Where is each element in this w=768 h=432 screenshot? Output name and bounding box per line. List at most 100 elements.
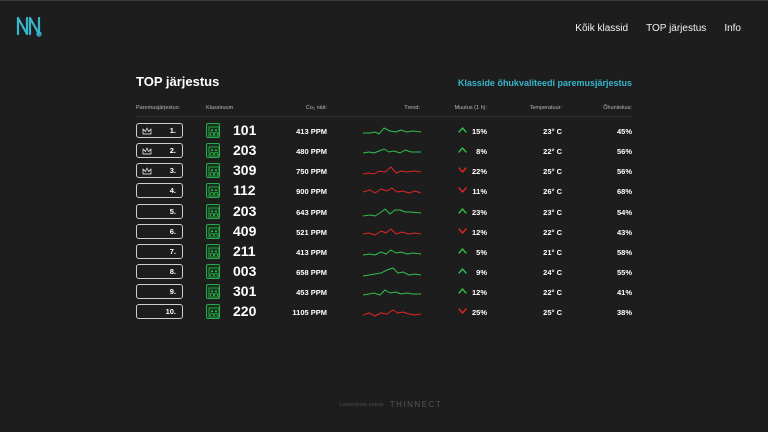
rank-badge: 2. <box>136 143 183 159</box>
trend-up-icon <box>458 147 467 153</box>
page-subtitle-link[interactable]: Klasside õhukvaliteedi paremusjärjestus <box>457 78 632 88</box>
trend-down-icon <box>458 167 467 173</box>
temperature-value: 22° C <box>543 288 562 298</box>
col-header-change: Muutus (1 h): <box>454 105 487 111</box>
crown-icon <box>142 147 152 155</box>
table-row[interactable]: 3. 309 750 PPM 22% 25° C 56% <box>136 161 632 181</box>
classroom-number: 301 <box>233 283 257 300</box>
rank-number: 9. <box>169 287 176 297</box>
rank-number: 6. <box>169 226 176 236</box>
trend-sparkline <box>363 187 421 194</box>
humidity-value: 38% <box>616 308 632 318</box>
table-row[interactable]: 7. 211 413 PPM 5% 21° C 58% <box>136 242 632 262</box>
co2-value: 643 PPM <box>296 207 327 217</box>
table-row[interactable]: 6. 409 521 PPM 12% 22° C 43% <box>136 222 632 242</box>
trend-up-icon <box>458 268 467 274</box>
temperature-value: 26° C <box>543 187 562 197</box>
classroom-icon <box>206 203 220 219</box>
trend-sparkline <box>363 309 421 317</box>
temperature-value: 25° C <box>543 308 562 318</box>
rank-badge: 8. <box>136 264 183 280</box>
rank-badge: 5. <box>136 203 183 219</box>
change-value: 5% <box>476 247 487 257</box>
table-row[interactable]: 2. 203 480 PPM 8% 22° C 56% <box>136 141 632 161</box>
nav-top-ranking[interactable]: TOP järjestus <box>646 23 707 34</box>
trend-down-icon <box>458 308 467 315</box>
col-header-co2: Co₂ näit: <box>305 105 327 111</box>
rank-badge: 6. <box>136 223 183 239</box>
trend-up-icon <box>458 207 467 214</box>
humidity-value: 68% <box>616 187 632 197</box>
humidity-value: 58% <box>616 247 632 257</box>
humidity-value: 41% <box>616 288 632 298</box>
change-value: 15% <box>471 127 487 136</box>
nav-info[interactable]: Info <box>724 23 741 34</box>
col-header-humidity: Õhuniiskus: <box>603 105 632 111</box>
table-row[interactable]: 8. 003 658 PPM 9% 24° C 55% <box>136 262 632 282</box>
rank-number: 3. <box>169 166 176 176</box>
rank-number: 4. <box>169 186 176 196</box>
temperature-value: 22° C <box>543 147 562 157</box>
rank-badge: 9. <box>136 284 183 300</box>
table-row[interactable]: 9. 301 453 PPM 12% 22° C 41% <box>136 282 632 302</box>
header-divider <box>136 116 632 117</box>
trend-up-icon <box>458 248 467 254</box>
rank-number: 5. <box>169 206 176 216</box>
temperature-value: 23° C <box>543 127 562 136</box>
change-value: 11% <box>472 187 487 197</box>
change-value: 12% <box>471 227 487 237</box>
rank-badge: 4. <box>136 183 183 199</box>
change-value: 22% <box>471 167 487 177</box>
change-value: 12% <box>471 288 487 298</box>
classroom-number: 101 <box>233 122 257 138</box>
top-nav: Kõik klassid TOP järjestus Info <box>575 23 741 34</box>
classroom-icon <box>206 123 220 138</box>
co2-value: 413 PPM <box>296 247 327 257</box>
humidity-value: 54% <box>616 207 632 217</box>
classroom-number: 409 <box>233 222 257 239</box>
trend-up-icon <box>458 127 467 133</box>
temperature-value: 21° C <box>543 247 562 257</box>
co2-value: 900 PPM <box>296 187 327 197</box>
trend-sparkline <box>363 228 421 236</box>
table-row[interactable]: 1. 101 413 PPM 15% 23° C 45% <box>136 121 632 141</box>
humidity-value: 55% <box>616 268 632 278</box>
page-title: TOP järjestus <box>136 74 220 89</box>
rank-badge: 3. <box>136 163 183 179</box>
change-value: 9% <box>476 268 487 278</box>
col-header-trend: Trend: <box>404 105 420 111</box>
trend-sparkline <box>363 127 421 135</box>
footer: Lahenduse pakub THINNECT <box>340 400 442 409</box>
classroom-number: 203 <box>233 142 257 159</box>
rank-badge: 10. <box>136 304 183 320</box>
classroom-icon <box>206 223 220 239</box>
temperature-value: 25° C <box>543 167 562 177</box>
table-row[interactable]: 4. 112 900 PPM 11% 26° C 68% <box>136 181 632 201</box>
classroom-number: 211 <box>233 242 256 259</box>
co2-value: 453 PPM <box>296 288 327 298</box>
classroom-icon <box>206 264 220 280</box>
trend-sparkline <box>363 166 421 175</box>
classroom-icon <box>206 243 220 259</box>
trend-sparkline <box>363 208 421 217</box>
temperature-value: 23° C <box>543 207 562 217</box>
trend-up-icon <box>458 288 467 294</box>
humidity-value: 45% <box>616 127 632 136</box>
table-row[interactable]: 10. 220 1105 PPM 25% 25° C 38% <box>136 302 632 322</box>
classroom-number: 203 <box>233 202 257 219</box>
nav-all-classes[interactable]: Kõik klassid <box>575 23 629 34</box>
co2-value: 413 PPM <box>296 127 327 136</box>
humidity-value: 56% <box>616 167 632 177</box>
classroom-icon <box>206 183 220 199</box>
change-value: 25% <box>471 308 487 318</box>
table-row[interactable]: 5. 203 643 PPM 23% 23° C 54% <box>136 202 632 222</box>
trend-sparkline <box>363 289 421 296</box>
footer-text: Lahenduse pakub <box>340 401 384 408</box>
col-header-rank: Paremusjärjestus: <box>136 105 181 111</box>
temperature-value: 22° C <box>543 227 562 237</box>
trend-sparkline <box>363 267 421 277</box>
classroom-icon <box>206 143 220 159</box>
app-logo-icon[interactable] <box>16 15 42 37</box>
footer-brand-logo: THINNECT <box>389 400 443 409</box>
